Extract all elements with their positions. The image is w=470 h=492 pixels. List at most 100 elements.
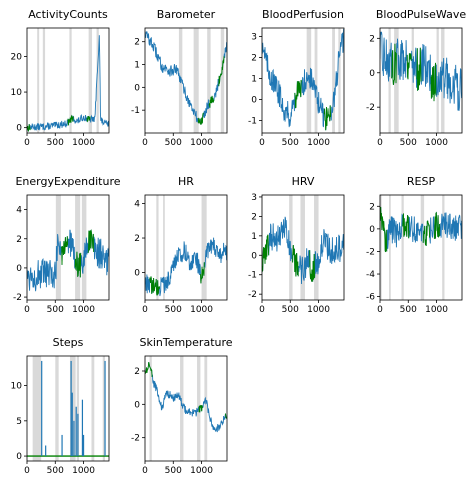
subplot-skintemperature: 0 500 1000 -2 0 2 SkinTemperature	[131, 336, 233, 476]
band-5	[102, 356, 106, 461]
band-0	[380, 195, 382, 300]
band-3	[220, 28, 225, 133]
subplot-title: ActivityCounts	[28, 8, 108, 21]
y-tick-label-1: 0	[134, 83, 140, 93]
y-tick-label-2: 4	[134, 200, 140, 210]
series-line-highlight-3	[430, 62, 437, 102]
band-0	[55, 195, 61, 300]
band-0	[37, 28, 40, 133]
series-line-highlight-1	[198, 405, 203, 413]
subplot-title: HR	[178, 175, 194, 188]
axes-frame	[26, 355, 110, 462]
x-tick-label-2: 1000	[72, 305, 95, 315]
x-tick-label-2: 1000	[190, 138, 213, 148]
y-tick-label-0: -1	[248, 116, 257, 126]
subplot-title: RESP	[407, 175, 436, 188]
band-4	[91, 356, 95, 461]
x-tick-label-1: 500	[165, 138, 182, 148]
band-4	[96, 28, 99, 133]
axes-frame	[26, 194, 110, 301]
band-1	[180, 356, 184, 461]
series-line-highlight-0	[380, 206, 388, 253]
y-tick-label-2: 1	[251, 74, 257, 84]
y-tick-label-1: 0	[134, 400, 140, 410]
band-0	[149, 356, 152, 461]
subplot-title: EnergyExpenditure	[15, 175, 120, 188]
band-2	[314, 195, 319, 300]
series-line-highlight-1	[402, 213, 410, 239]
y-tick-label-2: 2	[134, 367, 140, 377]
subplot-bloodperfusion: 0 500 1000 -1 0 1 2 3 BloodPerfusion	[248, 8, 345, 148]
series-line-main	[262, 216, 344, 285]
x-tick-label-2: 1000	[425, 138, 448, 148]
band-3	[420, 195, 425, 300]
y-tick-label-4: 2	[251, 212, 257, 222]
y-tick-label-2: 20	[11, 52, 23, 62]
series-line-highlight-2	[422, 220, 431, 246]
x-tick-label-1: 500	[400, 138, 417, 148]
axes-frame	[379, 194, 463, 301]
x-tick-label-0: 0	[24, 138, 30, 148]
y-tick-label-0: -6	[366, 293, 375, 303]
band-2	[69, 28, 72, 133]
x-tick-label-2: 1000	[190, 305, 213, 315]
series-line-highlight-0	[27, 124, 31, 132]
y-tick-label-0: 0	[16, 452, 22, 462]
y-tick-label-3: 2	[251, 53, 257, 63]
y-tick-label-0: -2	[248, 290, 257, 300]
series-line-main	[145, 362, 227, 433]
axes-frame	[379, 27, 463, 134]
subplot-steps: 0 500 1000 0 5 10 Steps	[11, 336, 110, 476]
band-4	[441, 28, 445, 133]
series-line-highlight-1	[200, 262, 205, 284]
subplot-resp: 0 500 1000 -6 -4 -2 0 2 RESP	[366, 175, 463, 315]
band-1	[314, 28, 318, 133]
subplot-barometer: 0 500 1000 -1 0 1 2 Barometer	[131, 8, 228, 148]
y-tick-label-0: 0	[16, 124, 22, 134]
band-1	[300, 195, 305, 300]
y-tick-label-4: 3	[251, 32, 257, 42]
y-tick-label-1: 0	[251, 95, 257, 105]
x-tick-label-1: 500	[47, 466, 64, 476]
axes-frame	[144, 194, 228, 301]
band-2	[201, 195, 207, 300]
band-3	[436, 28, 439, 133]
subplot-activitycounts: 0 500 1000 0 10 20 ActivityCounts	[11, 8, 110, 148]
band-1	[193, 28, 199, 133]
series-line-highlight-3	[433, 211, 441, 239]
axes-frame	[144, 27, 228, 134]
band-4	[442, 195, 445, 300]
series-line-main	[380, 206, 462, 253]
x-tick-label-2: 1000	[72, 466, 95, 476]
x-tick-label-0: 0	[377, 305, 383, 315]
y-tick-label-1: 10	[11, 88, 23, 98]
x-tick-label-0: 0	[142, 138, 148, 148]
y-tick-label-1: -4	[366, 270, 375, 280]
series-line-highlight-0	[262, 234, 270, 273]
x-tick-label-1: 500	[47, 305, 64, 315]
y-tick-label-1: 2	[134, 234, 140, 244]
x-tick-label-0: 0	[24, 466, 30, 476]
y-tick-label-0: -2	[366, 103, 375, 113]
band-1	[42, 28, 46, 133]
x-tick-label-0: 0	[259, 138, 265, 148]
series-line-highlight-1	[74, 251, 82, 278]
band-1	[55, 356, 59, 461]
x-tick-label-0: 0	[142, 305, 148, 315]
band-0	[32, 356, 42, 461]
subplot-title: HRV	[292, 175, 315, 188]
y-tick-label-0: -2	[131, 434, 140, 444]
y-tick-label-2: 2	[16, 235, 22, 245]
axes-frame	[26, 27, 110, 134]
series-line-highlight-2	[416, 47, 422, 91]
subplot-title: BloodPulseWave	[376, 8, 466, 21]
series-line-highlight-1	[406, 53, 412, 80]
y-tick-label-1: 0	[16, 264, 22, 274]
series-line-highlight-1	[292, 244, 299, 277]
subplot-title: Barometer	[157, 8, 216, 21]
y-tick-label-1: -1	[248, 271, 257, 281]
y-tick-label-3: 1	[251, 232, 257, 242]
x-tick-label-0: 0	[142, 466, 148, 476]
axes-frame	[261, 194, 345, 301]
